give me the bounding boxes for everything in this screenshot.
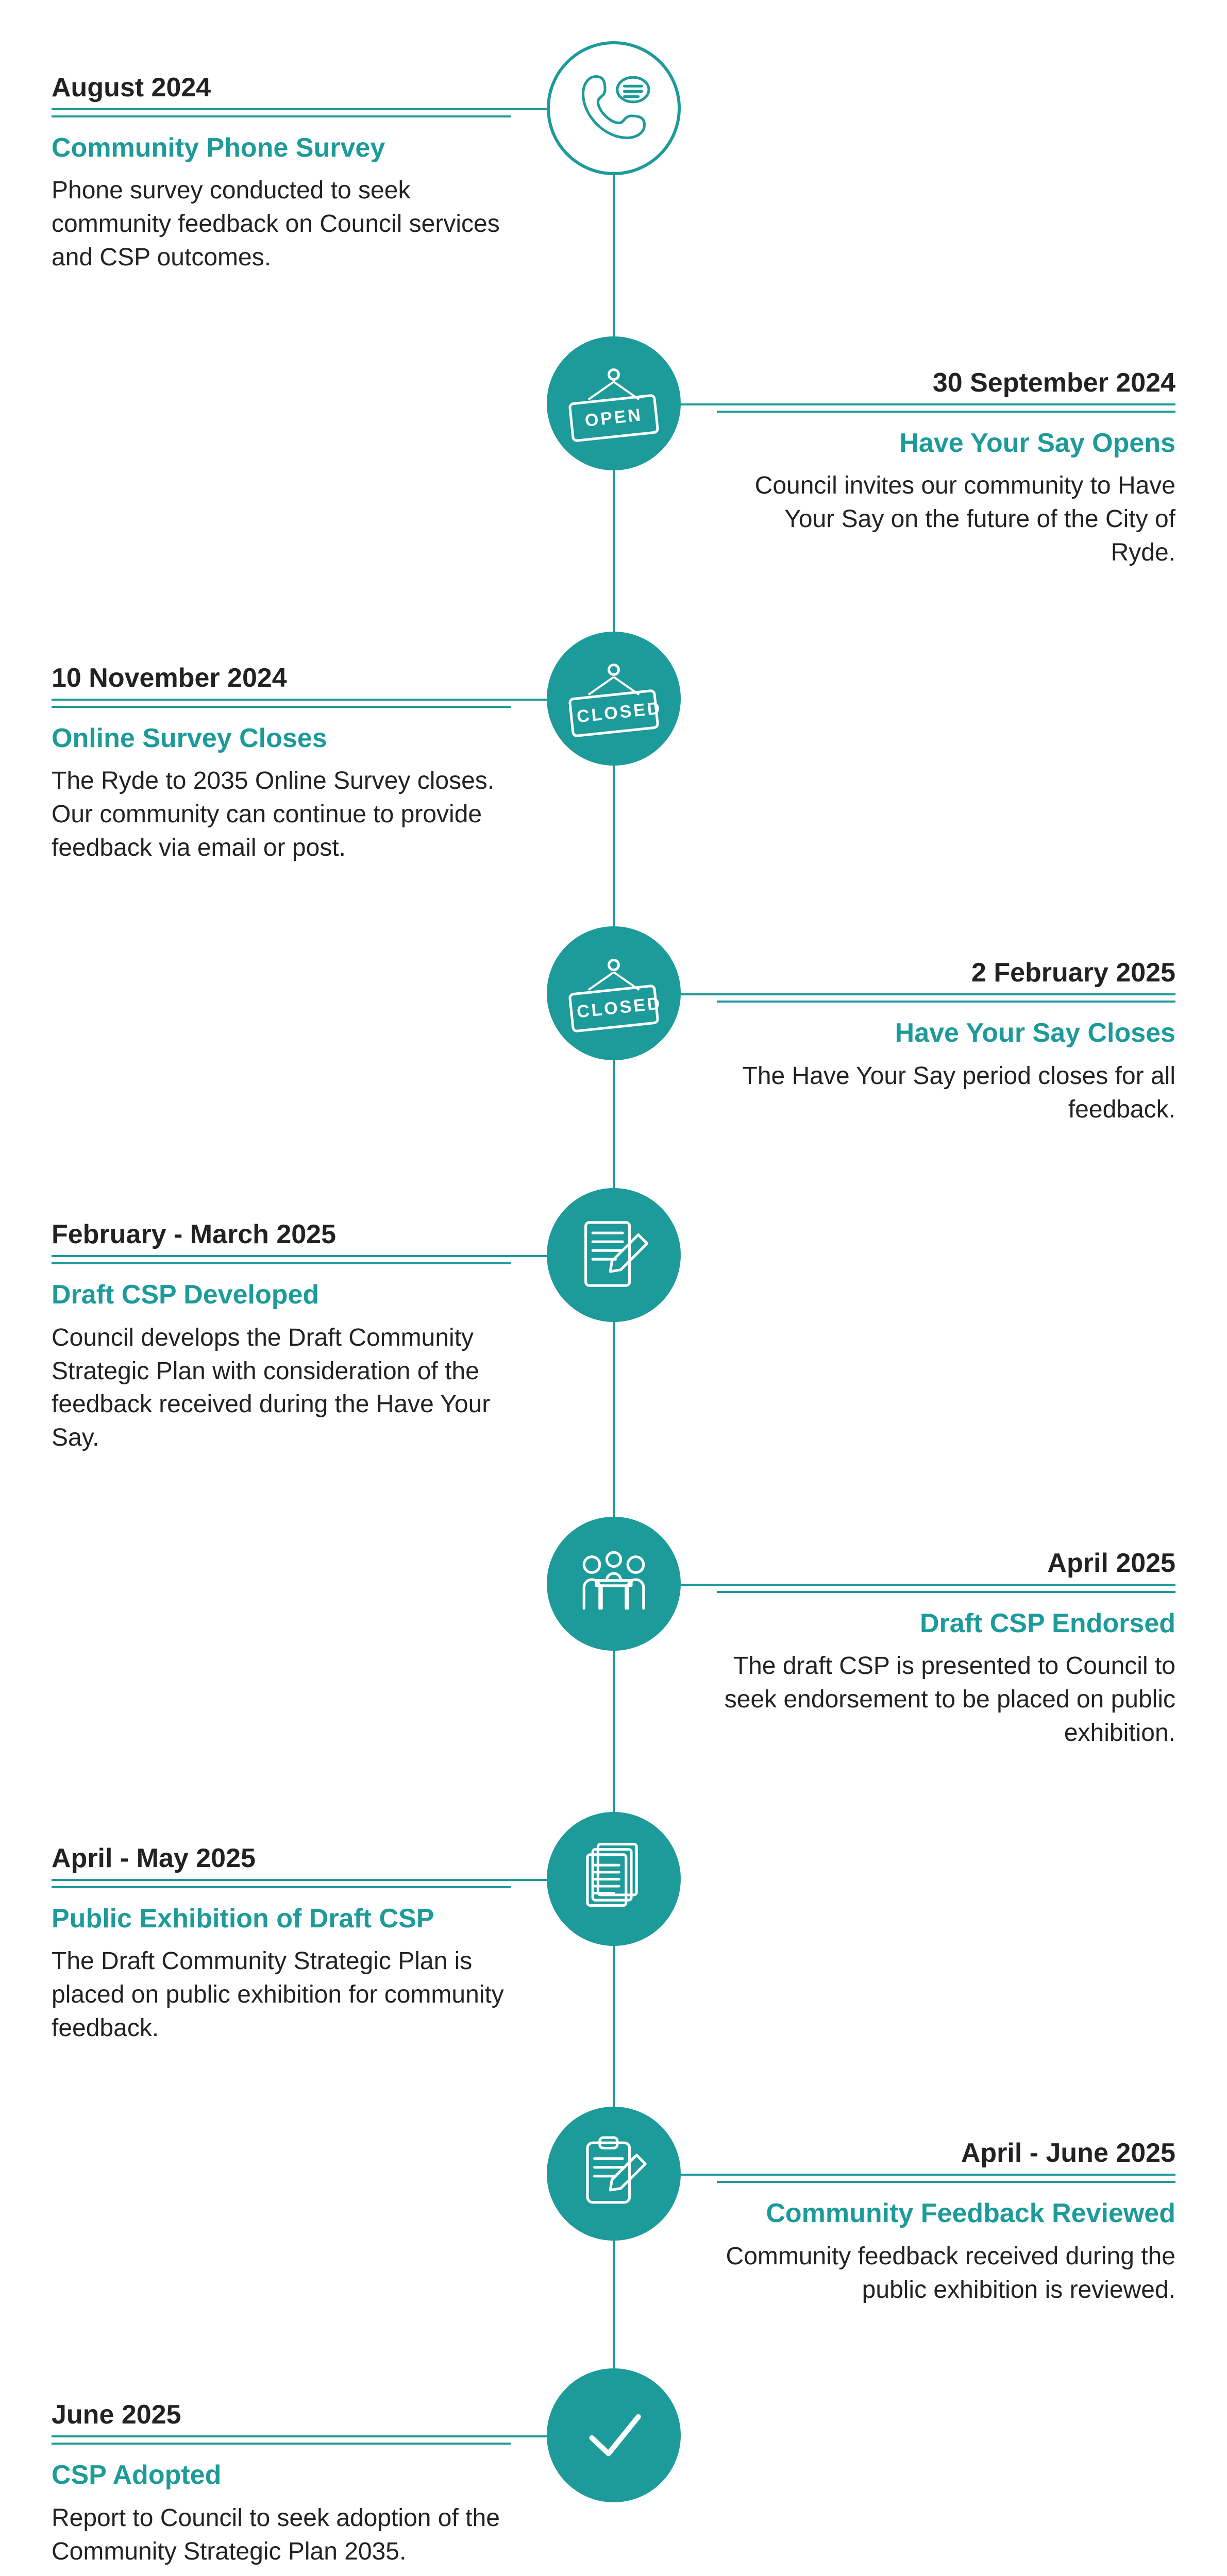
closed-sign-icon: CLOSED xyxy=(570,959,658,1028)
event-bubble xyxy=(547,41,681,175)
event-title: Draft CSP Developed xyxy=(52,1279,511,1311)
event-bubble: CLOSED xyxy=(547,632,681,766)
sign-text: CLOSED xyxy=(568,984,659,1032)
divider xyxy=(52,1886,511,1888)
divider xyxy=(52,2443,511,2445)
timeline-event: April - June 2025 Community Feedback Rev… xyxy=(21,2107,1206,2307)
connector-line xyxy=(681,403,1176,405)
event-desc: The Ryde to 2035 Online Survey closes. O… xyxy=(52,765,511,865)
event-bubble xyxy=(547,1188,681,1322)
timeline-event: June 2025 CSP Adopted Report to Council … xyxy=(21,2368,1206,2568)
event-bubble: CLOSED xyxy=(547,926,681,1060)
event-left-cell: August 2024 Community Phone Survey Phone… xyxy=(21,41,614,275)
event-left-cell: April - May 2025 Public Exhibition of Dr… xyxy=(21,1812,614,2045)
event-left-cell: 10 November 2024 Online Survey Closes Th… xyxy=(21,632,614,865)
event-desc: Report to Council to seek adoption of th… xyxy=(52,2502,511,2569)
sign-icon: OPEN xyxy=(570,368,658,438)
connector-line xyxy=(681,1584,1176,1586)
event-right-cell: 2 February 2025 Have Your Say Closes The… xyxy=(614,926,1207,1126)
event-left-cell: February - March 2025 Draft CSP Develope… xyxy=(21,1188,614,1455)
event-right-cell: 30 September 2024 Have Your Say Opens Co… xyxy=(614,336,1207,570)
phone-icon xyxy=(570,63,658,154)
event-bubble xyxy=(547,2368,681,2502)
timeline-event: 10 November 2024 Online Survey Closes Th… xyxy=(21,632,1206,865)
event-desc: The draft CSP is presented to Council to… xyxy=(717,1650,1176,1750)
event-bubble xyxy=(547,1517,681,1651)
event-title: Community Phone Survey xyxy=(52,132,511,164)
divider xyxy=(52,115,511,117)
timeline-event: February - March 2025 Draft CSP Develope… xyxy=(21,1188,1206,1455)
open-sign-icon: OPEN xyxy=(570,368,658,438)
event-title: CSP Adopted xyxy=(52,2459,511,2491)
divider xyxy=(717,2181,1176,2183)
connector-line xyxy=(681,993,1176,995)
connector-line xyxy=(681,2174,1176,2176)
event-desc: Phone survey conducted to seek community… xyxy=(52,174,511,274)
closed-sign-icon: CLOSED xyxy=(570,664,658,733)
meeting-icon xyxy=(570,1538,658,1629)
timeline-event: April 2025 Draft CSP Endorsed The draft … xyxy=(21,1517,1206,1750)
event-bubble xyxy=(547,2107,681,2241)
divider xyxy=(717,411,1176,413)
event-right-cell: April 2025 Draft CSP Endorsed The draft … xyxy=(614,1517,1207,1750)
connector-line xyxy=(52,1879,547,1881)
sign-icon: CLOSED xyxy=(570,959,658,1028)
notepad-pencil-icon xyxy=(570,1210,658,1300)
connector-line xyxy=(52,699,547,701)
event-bubble: OPEN xyxy=(547,336,681,470)
check-icon xyxy=(570,2391,658,2481)
event-bubble xyxy=(547,1812,681,1946)
timeline: August 2024 Community Phone Survey Phone… xyxy=(21,41,1206,2568)
event-title: Have Your Say Closes xyxy=(717,1017,1176,1049)
divider xyxy=(52,706,511,708)
divider xyxy=(52,1262,511,1264)
connector-line xyxy=(52,1255,547,1257)
documents-icon xyxy=(570,1834,658,1924)
timeline-event: 30 September 2024 Have Your Say Opens Co… xyxy=(21,336,1206,570)
timeline-event: April - May 2025 Public Exhibition of Dr… xyxy=(21,1812,1206,2045)
event-left-cell: June 2025 CSP Adopted Report to Council … xyxy=(21,2368,614,2568)
event-title: Public Exhibition of Draft CSP xyxy=(52,1903,511,1935)
sign-icon: CLOSED xyxy=(570,664,658,733)
connector-line xyxy=(52,108,547,110)
timeline-event: August 2024 Community Phone Survey Phone… xyxy=(21,41,1206,275)
event-title: Have Your Say Opens xyxy=(717,427,1176,459)
clipboard-pencil-icon xyxy=(570,2129,658,2219)
event-desc: Council invites our community to Have Yo… xyxy=(717,469,1176,569)
event-desc: The Have Your Say period closes for all … xyxy=(717,1060,1176,1127)
event-desc: Community feedback received during the p… xyxy=(717,2240,1176,2307)
timeline-event: 2 February 2025 Have Your Say Closes The… xyxy=(21,926,1206,1126)
sign-text: CLOSED xyxy=(568,689,659,737)
event-right-cell: April - June 2025 Community Feedback Rev… xyxy=(614,2107,1207,2307)
event-desc: Council develops the Draft Community Str… xyxy=(52,1321,511,1455)
event-title: Draft CSP Endorsed xyxy=(717,1607,1176,1639)
sign-text: OPEN xyxy=(568,394,659,443)
event-title: Online Survey Closes xyxy=(52,722,511,754)
divider xyxy=(717,1001,1176,1003)
event-title: Community Feedback Reviewed xyxy=(717,2197,1176,2229)
event-desc: The Draft Community Strategic Plan is pl… xyxy=(52,1945,511,2045)
connector-line xyxy=(52,2435,547,2437)
divider xyxy=(717,1591,1176,1593)
